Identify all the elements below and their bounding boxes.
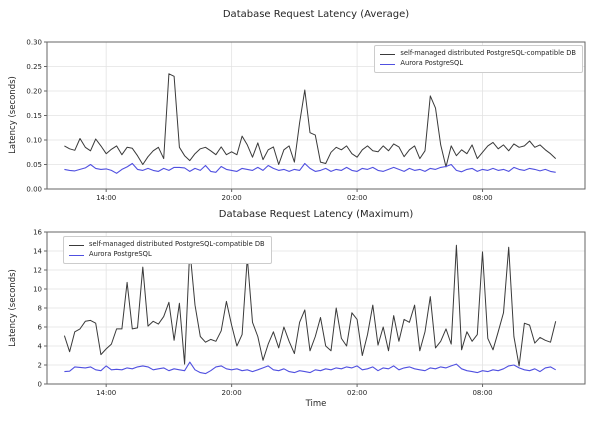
maximum-chart-legend: self-managed distributed PostgreSQL-comp…: [63, 236, 272, 264]
legend-line-sample-self-managed: [69, 244, 84, 246]
y-tick-label: 0.05: [26, 161, 42, 169]
y-tick-label: 4: [38, 343, 43, 351]
x-tick-label: 14:00: [96, 194, 116, 202]
maximum-chart-title: Database Request Latency (Maximum): [218, 209, 414, 220]
y-tick-label: 0: [38, 381, 42, 389]
y-tick-label: 0.15: [26, 112, 42, 120]
x-tick-label: 14:00: [96, 389, 116, 397]
y-tick-label: 6: [38, 324, 43, 332]
legend-label-self-managed: self-managed distributed PostgreSQL-comp…: [400, 49, 576, 58]
x-tick-label: 02:00: [347, 389, 367, 397]
legend-entry-aurora: Aurora PostgreSQL: [69, 250, 265, 260]
y-tick-label: 0.00: [26, 186, 42, 194]
series-line-0: [63, 244, 557, 367]
legend-line-sample-self-managed: [380, 53, 396, 55]
average-chart-legend: self-managed distributed PostgreSQL-comp…: [374, 45, 583, 73]
y-tick-label: 10: [33, 286, 42, 294]
series-line-0: [64, 73, 557, 168]
series-line-1: [64, 361, 556, 375]
y-tick-label: 0.25: [26, 63, 42, 71]
y-tick-label: 0.30: [26, 39, 42, 47]
legend-label-aurora: Aurora PostgreSQL: [400, 59, 464, 68]
y-tick-label: 8: [38, 305, 42, 313]
series-line-1: [64, 162, 556, 174]
y-tick-label: 14: [33, 248, 42, 256]
legend-entry-aurora: Aurora PostgreSQL: [380, 59, 576, 69]
y-tick-label: 16: [33, 229, 42, 237]
x-tick-label: 08:00: [472, 389, 492, 397]
y-tick-label: 12: [33, 267, 42, 275]
x-tick-label: 08:00: [472, 194, 492, 202]
legend-entry-self-managed: self-managed distributed PostgreSQL-comp…: [69, 240, 265, 250]
y-tick-label: 0.20: [26, 88, 42, 96]
x-tick-label: 20:00: [222, 389, 242, 397]
x-axis-label: Time: [305, 399, 327, 409]
y-tick-label: 2: [38, 362, 42, 370]
legend-label-self-managed: self-managed distributed PostgreSQL-comp…: [89, 240, 265, 249]
x-tick-label: 02:00: [347, 194, 367, 202]
average-chart-y-axis-label: Latency (seconds): [8, 76, 18, 154]
y-tick-label: 0.10: [26, 137, 42, 145]
legend-line-sample-aurora: [380, 63, 396, 65]
x-tick-label: 20:00: [222, 194, 242, 202]
maximum-chart-y-axis-label: Latency (seconds): [8, 269, 18, 347]
legend-line-sample-aurora: [69, 254, 84, 256]
average-chart-title: Database Request Latency (Average): [222, 9, 410, 20]
legend-label-aurora: Aurora PostgreSQL: [89, 250, 152, 259]
legend-entry-self-managed: self-managed distributed PostgreSQL-comp…: [380, 49, 576, 59]
